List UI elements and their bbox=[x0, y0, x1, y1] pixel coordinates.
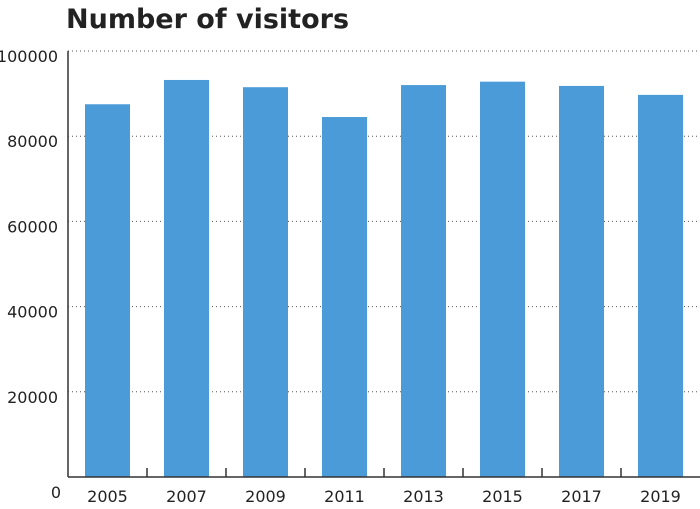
bar-2017 bbox=[559, 85, 604, 477]
bar-2009 bbox=[243, 87, 288, 478]
y-tick-label: 60000 bbox=[7, 217, 58, 236]
chart-title: Number of visitors bbox=[66, 4, 349, 35]
bar-2011 bbox=[322, 117, 367, 477]
bar-2019 bbox=[638, 94, 683, 478]
x-tick-label: 2011 bbox=[324, 487, 365, 506]
x-tick-label: 2009 bbox=[245, 487, 286, 506]
bar-2013 bbox=[401, 85, 446, 477]
x-tick-label: 2013 bbox=[403, 487, 444, 506]
y-tick-label: 0 bbox=[51, 483, 61, 502]
x-tick-label: 2005 bbox=[87, 487, 128, 506]
axes bbox=[67, 51, 700, 478]
y-tick-label: 80000 bbox=[7, 132, 58, 151]
x-tick-label: 2007 bbox=[166, 487, 207, 506]
grid-lines bbox=[68, 50, 700, 393]
bar-2005 bbox=[85, 104, 130, 477]
y-tick-label: 20000 bbox=[7, 388, 58, 407]
x-tick-labels: 2005 2007 2009 2011 2013 2015 2017 2019 bbox=[87, 487, 681, 506]
x-tick-label: 2015 bbox=[482, 487, 523, 506]
bars bbox=[85, 79, 683, 478]
x-tick-label: 2019 bbox=[640, 487, 681, 506]
y-tick-labels: 0 20000 40000 60000 80000 100000 bbox=[0, 47, 61, 502]
bar-2015 bbox=[480, 81, 525, 477]
y-tick-label: 100000 bbox=[0, 47, 58, 66]
y-tick-label: 40000 bbox=[7, 303, 58, 322]
x-tick-label: 2017 bbox=[561, 487, 602, 506]
bar-2007 bbox=[164, 79, 209, 477]
